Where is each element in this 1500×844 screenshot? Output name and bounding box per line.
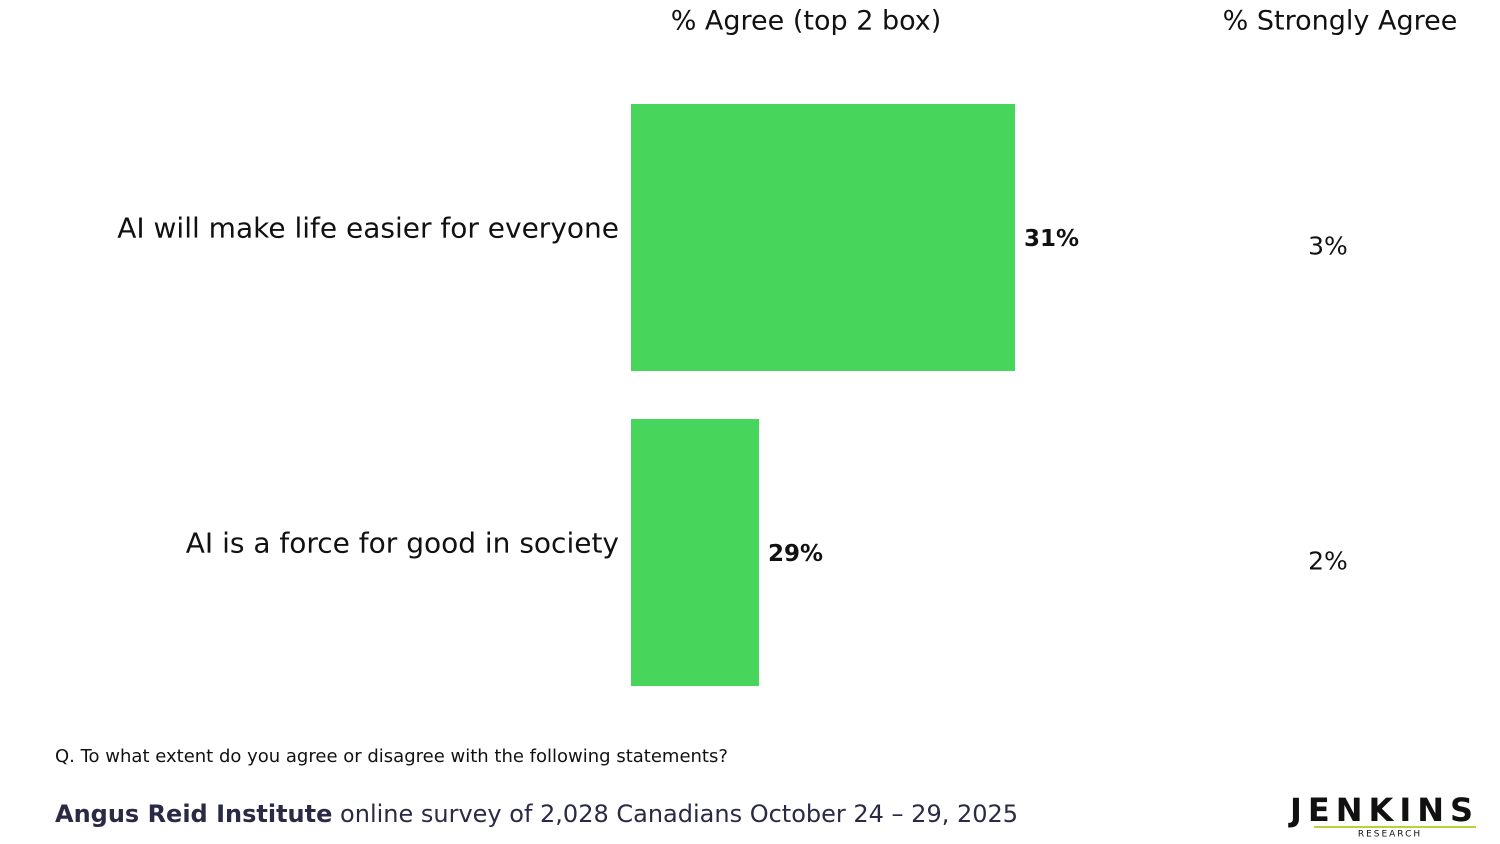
strongly-agree-value: 3%: [1308, 232, 1348, 261]
logo-name: JENKINS: [1288, 791, 1479, 829]
bar: [631, 104, 1015, 371]
source-text: online survey of 2,028 Canadians October…: [340, 800, 1018, 828]
logo-sub: RESEARCH: [1358, 830, 1422, 840]
value-label: 29%: [768, 541, 823, 567]
category-label: AI is a force for good in society: [186, 527, 619, 560]
value-label: 31%: [1024, 226, 1079, 252]
column-header: % Strongly Agree: [1223, 6, 1458, 37]
question-note: Q. To what extent do you agree or disagr…: [55, 746, 728, 767]
column-header: % Agree (top 2 box): [671, 6, 942, 37]
bar: [631, 419, 759, 686]
source-note: Angus Reid Institute online survey of 2,…: [55, 800, 1018, 828]
source-org: Angus Reid Institute: [55, 800, 332, 828]
strongly-agree-value: 2%: [1308, 547, 1348, 576]
category-label: AI will make life easier for everyone: [117, 212, 619, 245]
